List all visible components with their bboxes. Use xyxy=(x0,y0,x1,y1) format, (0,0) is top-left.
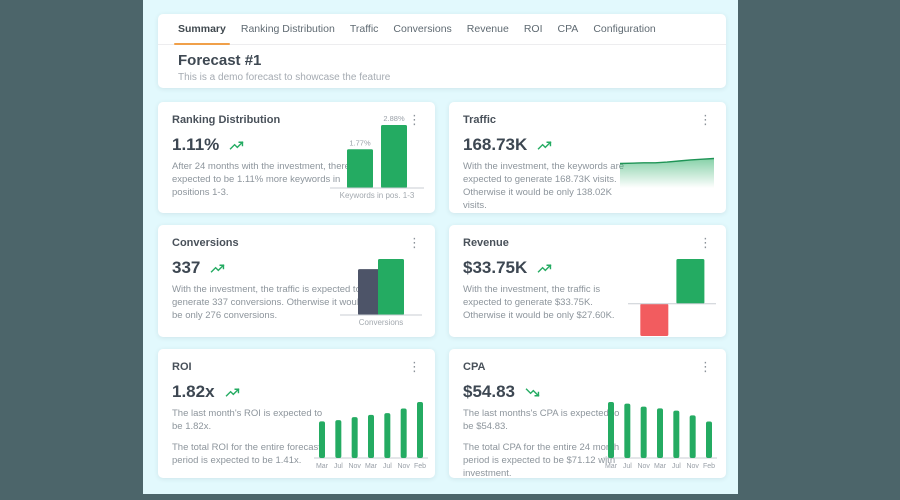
kebab-menu-icon[interactable]: ⋮ xyxy=(408,235,421,250)
kebab-menu-icon[interactable]: ⋮ xyxy=(699,235,712,250)
conversions-mini-bar-chart: Conversions xyxy=(339,253,423,327)
svg-text:Nov: Nov xyxy=(637,463,650,470)
card-title: Revenue xyxy=(463,237,509,249)
metric-description: With the investment, the traffic is expe… xyxy=(463,284,615,322)
svg-text:Mar: Mar xyxy=(365,463,378,470)
tab-conversions[interactable]: Conversions xyxy=(393,23,452,35)
metric-value: 168.73K xyxy=(463,135,528,154)
svg-text:Mar: Mar xyxy=(605,463,618,470)
svg-text:Feb: Feb xyxy=(703,463,715,470)
ranking-distribution-card: Ranking Distribution ⋮ 1.11% After 24 mo… xyxy=(158,102,435,213)
svg-text:1.77%: 1.77% xyxy=(349,138,371,147)
metric-description-secondary: The total ROI for the entire forecast pe… xyxy=(172,442,321,467)
card-title: Ranking Distribution xyxy=(172,114,281,126)
tab-configuration[interactable]: Configuration xyxy=(593,23,656,35)
cpa-monthly-bar-chart: Mar Jul Nov Mar Jul Nov Feb xyxy=(602,394,718,470)
conversions-card: Conversions ⋮ 337 With the investment, t… xyxy=(158,225,435,337)
trend-up-icon xyxy=(210,263,225,273)
tab-cpa[interactable]: CPA xyxy=(557,23,579,35)
metric-description: After 24 months with the investment, the… xyxy=(172,161,357,199)
svg-text:Nov: Nov xyxy=(348,463,361,470)
metric-description: The last months's CPA is expected to be … xyxy=(463,408,620,433)
svg-text:Jul: Jul xyxy=(623,463,632,470)
tab-ranking-distribution[interactable]: Ranking Distribution xyxy=(240,23,335,35)
card-title: Conversions xyxy=(172,237,239,249)
tab-roi[interactable]: ROI xyxy=(523,23,543,35)
svg-text:Nov: Nov xyxy=(397,463,410,470)
metric-value: $54.83 xyxy=(463,382,515,401)
metric-description-secondary: The total CPA for the entire 24 month pe… xyxy=(463,442,620,480)
kebab-menu-icon[interactable]: ⋮ xyxy=(408,359,421,374)
kebab-menu-icon[interactable]: ⋮ xyxy=(699,112,712,127)
page-title: Forecast #1 xyxy=(178,52,262,69)
trend-up-icon xyxy=(225,387,240,397)
metric-value: $33.75K xyxy=(463,258,528,277)
svg-text:Nov: Nov xyxy=(686,463,699,470)
metric-value: 337 xyxy=(172,258,201,277)
trend-up-icon xyxy=(537,263,552,273)
ranking-mini-bar-chart: 1.77% 2.88% Keywords in pos. 1-3 xyxy=(329,113,425,201)
app-panel: Summary Ranking Distribution Traffic Con… xyxy=(143,0,738,494)
tab-bar: Summary Ranking Distribution Traffic Con… xyxy=(158,14,726,45)
page-subtitle: This is a demo forecast to showcase the … xyxy=(178,72,391,83)
tab-summary[interactable]: Summary xyxy=(174,14,230,45)
metric-description: The last month's ROI is expected to be 1… xyxy=(172,408,323,433)
svg-text:Jul: Jul xyxy=(334,463,343,470)
card-title: ROI xyxy=(172,361,192,373)
metric-value: 1.82x xyxy=(172,382,215,401)
svg-text:Feb: Feb xyxy=(414,463,426,470)
tab-revenue[interactable]: Revenue xyxy=(466,23,509,35)
summary-header-card: Summary Ranking Distribution Traffic Con… xyxy=(158,14,726,88)
revenue-diverging-bar-chart xyxy=(628,253,716,347)
tab-traffic[interactable]: Traffic xyxy=(349,23,379,35)
roi-monthly-bar-chart: Mar Jul Nov Mar Jul Nov Feb xyxy=(313,394,429,470)
traffic-sparkline-area-chart xyxy=(619,152,715,188)
svg-text:Jul: Jul xyxy=(672,463,681,470)
card-title: CPA xyxy=(463,361,486,373)
card-title: Traffic xyxy=(463,114,497,126)
svg-text:Conversions: Conversions xyxy=(359,318,403,327)
svg-text:Jul: Jul xyxy=(383,463,392,470)
metric-description: With the investment, the traffic is expe… xyxy=(172,284,365,322)
trend-up-icon xyxy=(229,140,244,150)
roi-card: ROI ⋮ 1.82x The last month's ROI is expe… xyxy=(158,349,435,478)
metric-value: 1.11% xyxy=(172,135,220,154)
traffic-card: Traffic ⋮ 168.73K With the investment, t… xyxy=(449,102,726,213)
trend-down-icon xyxy=(525,387,540,397)
revenue-card: Revenue ⋮ $33.75K With the investment, t… xyxy=(449,225,726,337)
kebab-menu-icon[interactable]: ⋮ xyxy=(699,359,712,374)
cpa-card: CPA ⋮ $54.83 The last months's CPA is ex… xyxy=(449,349,726,480)
trend-up-icon xyxy=(537,140,552,150)
metric-cards-grid: Ranking Distribution ⋮ 1.11% After 24 mo… xyxy=(158,102,726,480)
kebab-menu-icon[interactable]: ⋮ xyxy=(408,112,421,127)
svg-text:2.88%: 2.88% xyxy=(383,114,405,123)
svg-text:Mar: Mar xyxy=(654,463,667,470)
svg-text:Mar: Mar xyxy=(316,463,329,470)
svg-text:Keywords in pos. 1-3: Keywords in pos. 1-3 xyxy=(340,191,415,200)
metric-description: With the investment, the keywords are ex… xyxy=(463,161,625,212)
